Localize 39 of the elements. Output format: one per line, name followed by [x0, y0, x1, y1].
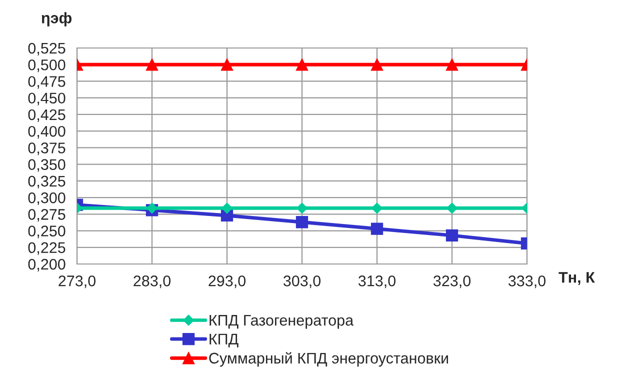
- x-tick-label: 273,0: [58, 276, 96, 288]
- point: [296, 216, 308, 228]
- x-tick-label: 293,0: [208, 276, 246, 288]
- x-tick-label: 323,0: [433, 276, 471, 288]
- point: [296, 58, 308, 71]
- y-tick-label: 0,350: [28, 159, 66, 172]
- point: [146, 58, 158, 71]
- y-tick-label: 0,300: [28, 192, 66, 206]
- point: [220, 58, 234, 71]
- legend-label: КПД Газогенератора: [210, 315, 354, 329]
- point: [296, 202, 308, 214]
- y-tick-label: 0,525: [28, 42, 66, 56]
- y-tick-label: 0,400: [28, 126, 66, 139]
- point: [446, 229, 458, 242]
- y-tick-label: 0,325: [28, 176, 66, 188]
- point: [146, 202, 158, 214]
- y-tick-label: 0,450: [28, 92, 66, 106]
- point: [370, 222, 384, 235]
- point: [372, 202, 382, 214]
- x-tick-label: 283,0: [134, 276, 171, 288]
- point: [446, 58, 458, 71]
- y-tick-label: 0,425: [28, 109, 66, 122]
- x-tick-label: 333,0: [508, 276, 546, 288]
- x-tick-label: 313,0: [358, 276, 396, 288]
- point: [222, 202, 232, 214]
- y-tick-label: 0,225: [28, 242, 66, 255]
- y-axis-title: ηэф: [42, 12, 72, 26]
- point: [370, 58, 384, 71]
- point: [446, 202, 458, 214]
- x-tick-label: 303,0: [283, 276, 321, 288]
- y-tick-label: 0,250: [28, 226, 66, 238]
- legend-label: КПД: [210, 334, 238, 348]
- legend-label: Суммарный КПД энергоустановки: [209, 352, 448, 367]
- y-tick-label: 0,375: [28, 142, 66, 156]
- x-axis-title: Тн, К: [558, 272, 595, 285]
- y-tick-label: 0,475: [28, 76, 66, 89]
- y-tick-label: 0,200: [28, 258, 66, 272]
- y-tick-label: 0,500: [28, 59, 66, 72]
- y-tick-label: 0,275: [28, 209, 66, 222]
